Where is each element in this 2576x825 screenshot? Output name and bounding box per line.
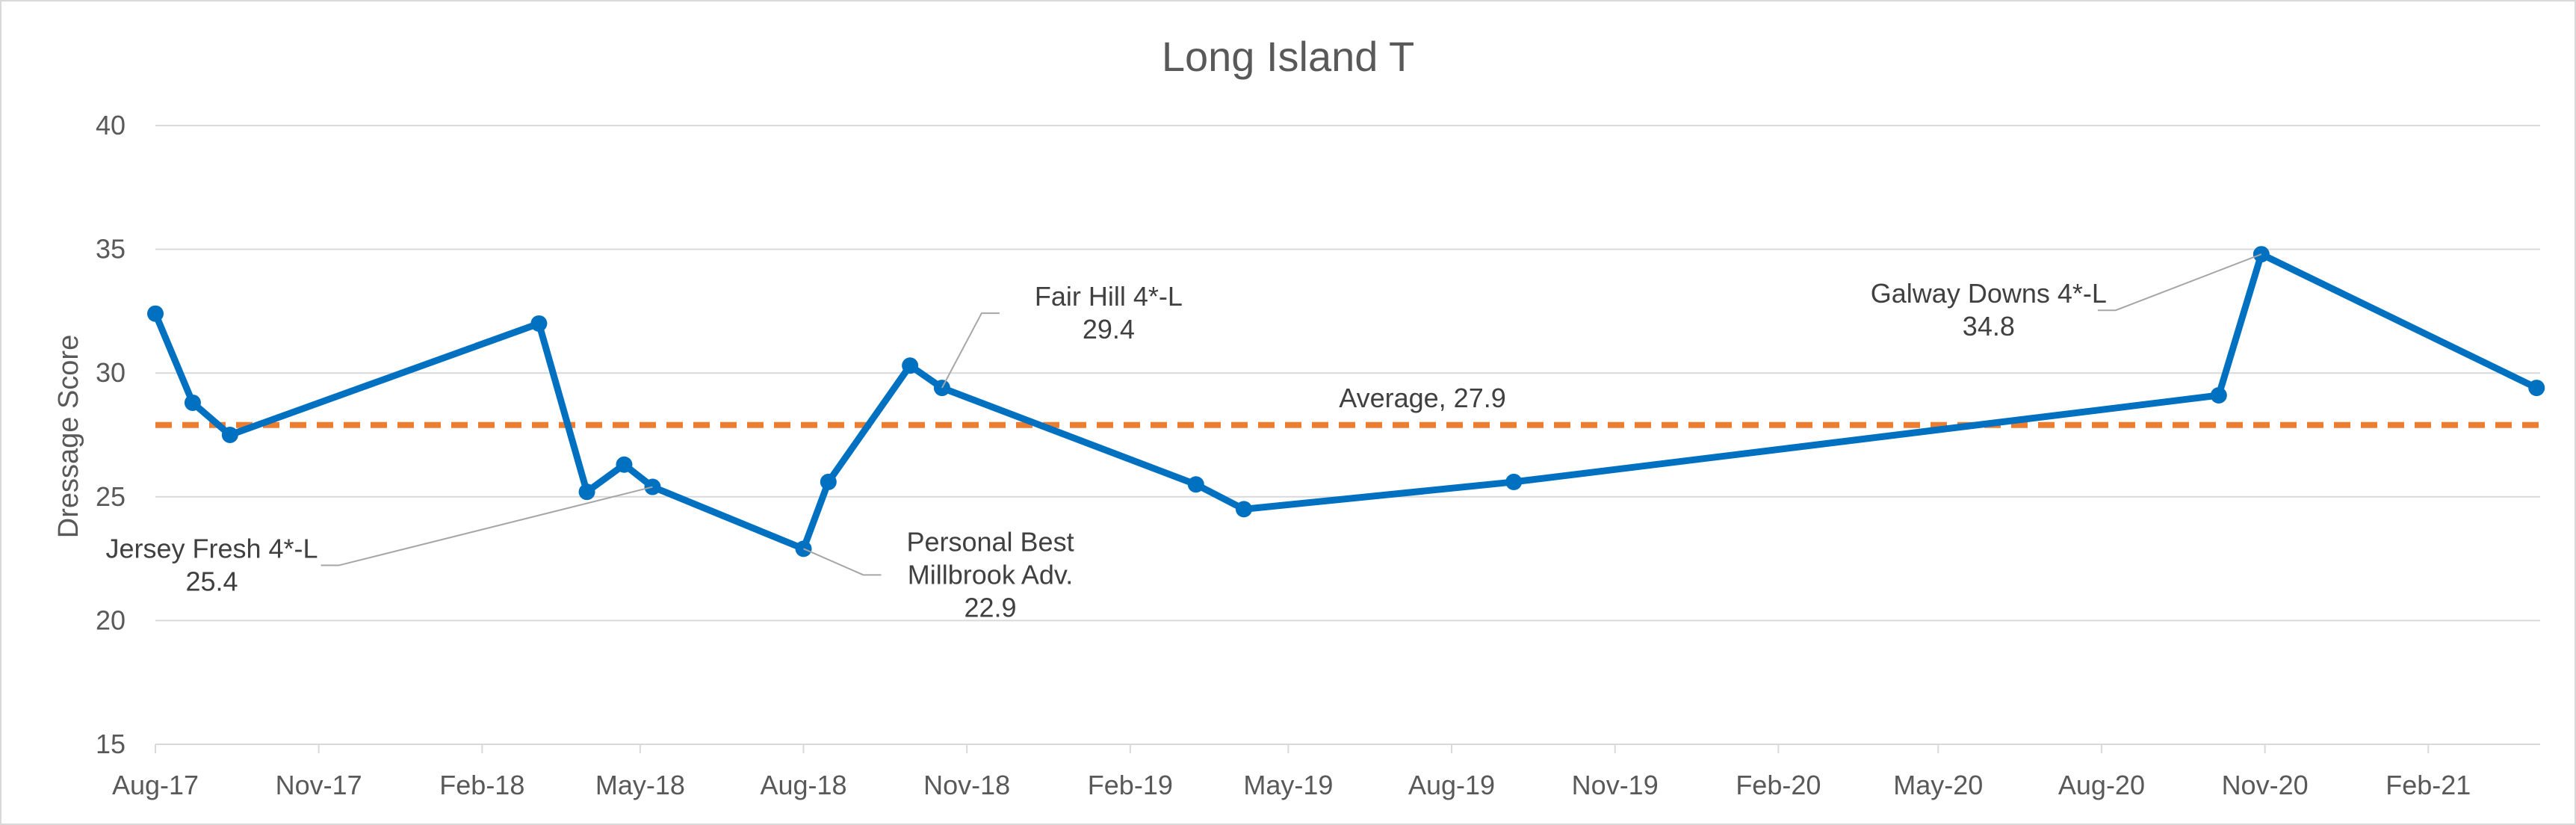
x-tick-label: Nov-18 <box>923 770 1010 800</box>
annotation-label: 29.4 <box>1083 314 1135 344</box>
data-point <box>1505 473 1523 490</box>
y-tick-label: 15 <box>96 729 126 759</box>
y-axis-title: Dressage Score <box>53 335 84 538</box>
x-tick-label: Nov-20 <box>2222 770 2309 800</box>
chart-title: Long Island T <box>1162 33 1414 80</box>
annotation-label: Millbrook Adv. <box>908 559 1073 590</box>
x-tick-label: Feb-21 <box>2385 770 2471 800</box>
annotation-label: 34.8 <box>1963 311 2015 342</box>
series-group <box>147 246 2545 557</box>
annotation-leader <box>2097 253 2262 312</box>
x-tick-label: Feb-19 <box>1088 770 1173 800</box>
data-point <box>1235 501 1252 518</box>
data-point <box>147 305 164 322</box>
data-point <box>184 394 201 411</box>
x-tick-label: Aug-20 <box>2058 770 2145 800</box>
data-point <box>2528 380 2545 397</box>
x-tick-label: Aug-18 <box>760 770 846 800</box>
x-tick-label: Aug-17 <box>112 770 199 800</box>
y-tick-label: 30 <box>96 357 126 388</box>
x-tick-label: Nov-19 <box>1572 770 1659 800</box>
gridlines <box>155 125 2540 622</box>
y-tick-label: 25 <box>96 481 126 512</box>
annotation-label: Jersey Fresh 4*-L <box>105 534 318 564</box>
x-tick-label: Nov-17 <box>276 770 362 800</box>
x-tick-label: Aug-19 <box>1408 770 1495 800</box>
x-tick-label: May-19 <box>1243 770 1333 800</box>
data-point <box>820 473 837 490</box>
annotation-leader <box>803 548 882 576</box>
x-axis: Aug-17 Nov-17 Feb-18 May-18 Aug-18 Nov-18 Feb-… <box>112 744 2540 800</box>
data-point <box>1187 476 1204 493</box>
y-tick-label: 20 <box>96 605 126 635</box>
annotation-label: Personal Best <box>906 526 1074 557</box>
data-point <box>530 315 548 332</box>
y-tick-labels: 15 20 25 30 35 40 <box>96 110 126 759</box>
annotation-label: 22.9 <box>964 592 1016 622</box>
data-point <box>2210 387 2227 404</box>
annotation-label: Fair Hill 4*-L <box>1035 281 1183 312</box>
x-tick-label: Feb-20 <box>1736 770 1821 800</box>
data-point <box>616 456 633 473</box>
annotation-leader <box>321 486 653 566</box>
x-tick-label: Feb-18 <box>439 770 524 800</box>
data-point <box>902 357 919 374</box>
annotation-leader <box>941 312 1000 389</box>
average-line-group: Average, 27.9 <box>155 383 2540 428</box>
x-tick-label: May-18 <box>595 770 685 800</box>
annotations-group: Jersey Fresh 4*-L25.4 Personal BestMillbr… <box>105 253 2262 622</box>
data-point <box>221 427 238 443</box>
data-point <box>578 483 595 501</box>
annotation-label: Galway Downs 4*-L <box>1871 278 2107 309</box>
y-tick-label: 35 <box>96 234 126 265</box>
x-tick-label: May-20 <box>1893 770 1983 800</box>
annotation-label: 25.4 <box>185 566 238 597</box>
average-label: Average, 27.9 <box>1339 383 1506 413</box>
y-tick-label: 40 <box>96 110 126 140</box>
